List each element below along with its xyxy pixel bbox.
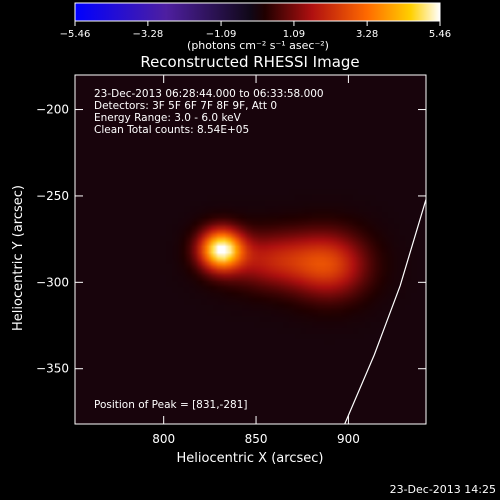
y-axis-label: Heliocentric Y (arcsec)	[11, 185, 26, 331]
colorbar-ticks: −5.46 −3.28 −1.09 1.09 3.28 5.46	[60, 21, 451, 40]
heatmap-image	[75, 75, 426, 424]
y-tick-label: −300	[36, 275, 69, 289]
info-line: 23-Dec-2013 06:28:44.000 to 06:33:58.000	[94, 88, 324, 100]
x-tick-label: 850	[245, 432, 268, 446]
colorbar-tick-label: 5.46	[429, 29, 451, 40]
y-axis-ticks: −200 −250 −300 −350	[36, 103, 426, 376]
info-text-block: 23-Dec-2013 06:28:44.000 to 06:33:58.000…	[94, 88, 324, 136]
y-tick-label: −350	[36, 362, 69, 376]
y-tick-label: −250	[36, 189, 69, 203]
colorbar-tick-label: −3.28	[133, 29, 164, 40]
y-tick-label: −200	[36, 103, 69, 117]
colorbar: −5.46 −3.28 −1.09 1.09 3.28 5.46 (photons cm⁻…	[60, 2, 451, 52]
info-line: Detectors: 3F 5F 6F 7F 8F 9F, Att 0	[94, 100, 277, 112]
colorbar-tick-label: 1.09	[283, 29, 305, 40]
colorbar-tick-label: 3.28	[356, 29, 378, 40]
info-line: Energy Range: 3.0 - 6.0 keV	[94, 112, 242, 124]
x-tick-label: 800	[152, 432, 175, 446]
chart-title: Reconstructed RHESSI Image	[140, 53, 359, 71]
colorbar-unit-label: (photons cm⁻² s⁻¹ asec⁻²)	[187, 39, 329, 52]
colorbar-tick-label: −1.09	[206, 29, 237, 40]
plot-frame	[74, 74, 427, 425]
plot-area: 800 850 900 −200 −250 −300 −350 23-Dec-2013 0…	[36, 74, 427, 446]
timestamp: 23-Dec-2013 14:25	[390, 483, 496, 496]
colorbar-gradient	[74, 2, 441, 22]
info-line: Clean Total counts: 8.54E+05	[94, 124, 249, 136]
x-tick-label: 900	[337, 432, 360, 446]
x-axis-ticks: 800 850 900	[152, 75, 360, 446]
colorbar-tick-label: −5.46	[60, 29, 91, 40]
x-axis-label: Heliocentric X (arcsec)	[177, 451, 324, 466]
solar-limb-line	[344, 199, 426, 424]
peak-position-label: Position of Peak = [831,-281]	[94, 399, 248, 411]
